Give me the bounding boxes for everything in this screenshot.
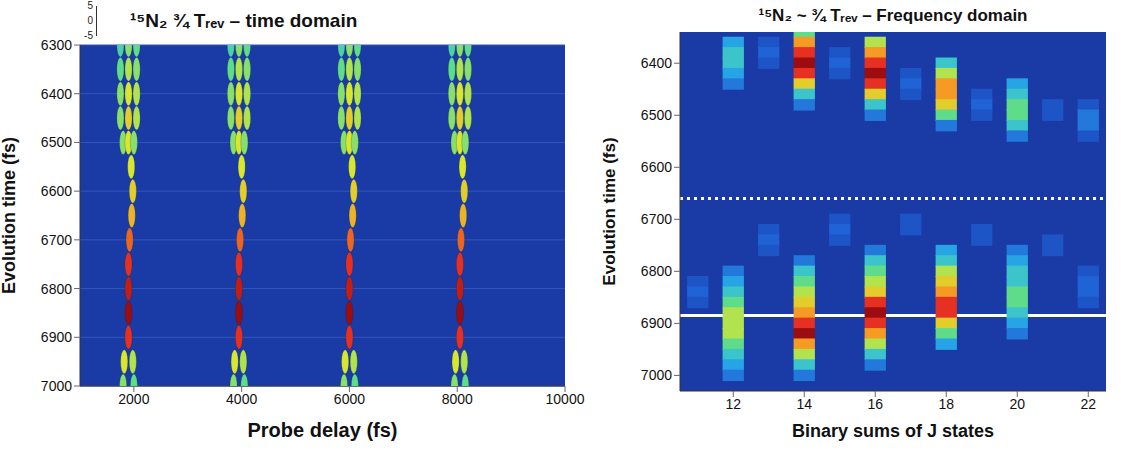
svg-text:6600: 6600: [41, 183, 72, 199]
svg-text:2000: 2000: [118, 391, 149, 407]
html-text:¹⁵N₂ ¾ Tᵣₑᵥ – time domain: ¹⁵N₂ ¾ Tᵣₑᵥ – time domain: [130, 10, 358, 31]
svg-text:7000: 7000: [641, 367, 672, 383]
svg-text:6600: 6600: [641, 159, 672, 175]
svg-text:6400: 6400: [41, 86, 72, 102]
html-text:5: 5: [87, 0, 93, 11]
svg-text:6800: 6800: [41, 281, 72, 297]
html-text:-5: -5: [84, 30, 93, 41]
html-text:¹⁵N₂ ~ ¾ Tᵣₑᵥ – Frequency doma: ¹⁵N₂ ~ ¾ Tᵣₑᵥ – Frequency domain: [758, 6, 1028, 25]
svg-text:18: 18: [938, 396, 954, 412]
svg-text:Binary sums of J states: Binary sums of J states: [792, 421, 994, 441]
svg-text:6300: 6300: [41, 37, 72, 53]
svg-text:6700: 6700: [641, 211, 672, 227]
svg-text:Evolution time (fs): Evolution time (fs): [0, 137, 19, 294]
svg-text:22: 22: [1080, 396, 1096, 412]
svg-text:6500: 6500: [641, 107, 672, 123]
svg-text:6400: 6400: [641, 55, 672, 71]
svg-text:20: 20: [1009, 396, 1025, 412]
svg-text:14: 14: [796, 396, 812, 412]
svg-text:Evolution time (fs): Evolution time (fs): [600, 137, 619, 285]
svg-text:8000: 8000: [442, 391, 473, 407]
svg-text:6000: 6000: [334, 391, 365, 407]
svg-text:10000: 10000: [546, 391, 585, 407]
svg-text:7000: 7000: [41, 378, 72, 394]
svg-text:4000: 4000: [226, 391, 257, 407]
svg-text:6500: 6500: [41, 134, 72, 150]
svg-text:12: 12: [725, 396, 741, 412]
svg-text:6900: 6900: [41, 329, 72, 345]
svg-text:Probe delay (fs): Probe delay (fs): [247, 419, 397, 441]
svg-text:6800: 6800: [641, 263, 672, 279]
svg-text:6700: 6700: [41, 232, 72, 248]
svg-text:16: 16: [867, 396, 883, 412]
svg-text:6900: 6900: [641, 315, 672, 331]
html-text:0: 0: [87, 15, 93, 26]
